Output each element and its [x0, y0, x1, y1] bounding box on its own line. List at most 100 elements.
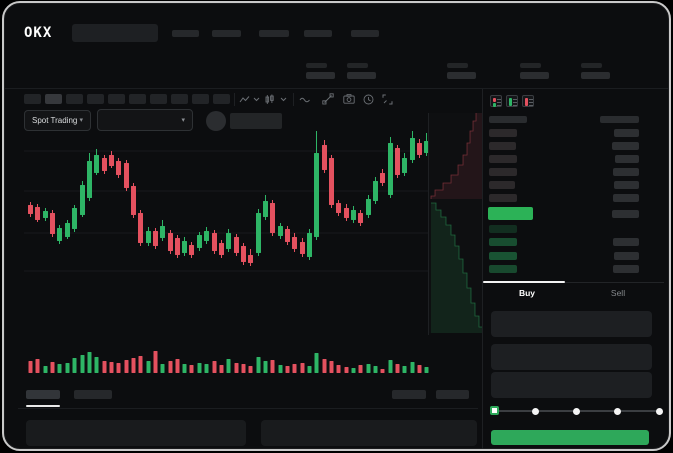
- ask-price-placeholder[interactable]: [489, 155, 517, 163]
- stat-value-placeholder: [520, 72, 549, 79]
- chart-type-chevron-icon[interactable]: [280, 97, 287, 102]
- timeframe-chip[interactable]: [66, 94, 83, 104]
- divider: [293, 93, 294, 106]
- orders-filter-chip[interactable]: [436, 390, 469, 399]
- sell-tab[interactable]: Sell: [610, 288, 626, 298]
- divider: [18, 408, 478, 409]
- nav-item[interactable]: [351, 30, 379, 37]
- bid-amount-placeholder: [614, 251, 639, 260]
- ask-price-placeholder[interactable]: [489, 168, 517, 176]
- market-type-label: Spot Trading: [32, 116, 78, 125]
- nav-item[interactable]: [212, 30, 241, 37]
- market-type-dropdown[interactable]: Spot Trading ▾: [24, 110, 91, 131]
- chart-type-icon[interactable]: [264, 94, 275, 105]
- timeframe-chip[interactable]: [150, 94, 167, 104]
- stat-value-placeholder: [347, 72, 376, 79]
- book-all-icon[interactable]: [490, 95, 502, 107]
- nav-item[interactable]: [172, 30, 199, 37]
- volume-chart: [28, 351, 429, 373]
- stat-value-placeholder: [306, 72, 335, 79]
- book-asks-icon[interactable]: [522, 95, 534, 107]
- bid-price-placeholder[interactable]: [489, 251, 517, 260]
- ask-price-placeholder[interactable]: [489, 142, 516, 150]
- divider: [482, 89, 483, 449]
- slider-step-dot[interactable]: [531, 407, 539, 415]
- nav-item[interactable]: [304, 30, 332, 37]
- timeframe-chip[interactable]: [24, 94, 41, 104]
- timeframe-chip[interactable]: [192, 94, 209, 104]
- bid-price-placeholder[interactable]: [489, 238, 517, 247]
- buy-tab[interactable]: Buy: [518, 288, 536, 298]
- measure-icon[interactable]: [322, 93, 334, 105]
- line-style-icon[interactable]: [239, 94, 250, 105]
- slider-handle-active[interactable]: [489, 405, 499, 415]
- ask-amount-placeholder: [612, 142, 639, 150]
- orders-tab[interactable]: [74, 390, 112, 399]
- amount-input[interactable]: [491, 344, 652, 370]
- candlestick-chart[interactable]: [24, 115, 429, 335]
- timeframe-chip[interactable]: [87, 94, 104, 104]
- okx-logo[interactable]: OKX: [24, 25, 53, 41]
- depth-chart[interactable]: [429, 113, 482, 333]
- price-input[interactable]: [491, 311, 652, 337]
- symbol-bar: Spot Trading ▾ ▾: [4, 55, 669, 131]
- stat-label-placeholder: [347, 63, 368, 68]
- orders-tab-active[interactable]: [26, 390, 60, 399]
- stat-label-placeholder: [581, 63, 602, 68]
- buy-submit-button[interactable]: [491, 430, 649, 445]
- stat-value-placeholder: [447, 72, 476, 79]
- pair-name-placeholder: [230, 113, 282, 129]
- chart-toolbar: [4, 90, 482, 114]
- ask-price-placeholder[interactable]: [489, 194, 517, 202]
- divider: [234, 93, 235, 106]
- history-clock-icon[interactable]: [363, 94, 374, 105]
- coin-avatar: [206, 111, 226, 131]
- nav-item[interactable]: [259, 30, 289, 37]
- ask-amount-placeholder: [615, 155, 639, 163]
- order-book-panel: Buy Sell: [482, 89, 664, 449]
- timeframe-chip[interactable]: [213, 94, 230, 104]
- last-price-badge[interactable]: [488, 207, 533, 220]
- bid-amount-placeholder: [613, 265, 639, 274]
- bid-price-placeholder[interactable]: [489, 265, 517, 274]
- stat-label-placeholder: [520, 63, 541, 68]
- chevron-down-icon: ▾: [181, 116, 185, 124]
- timeframe-chip[interactable]: [171, 94, 188, 104]
- ask-amount-placeholder: [614, 129, 639, 137]
- global-search-input[interactable]: [72, 24, 158, 42]
- divider: [4, 88, 669, 89]
- active-tab-underline: [26, 405, 60, 407]
- amount-slider[interactable]: [489, 403, 663, 419]
- divider: [482, 282, 664, 283]
- ask-amount-placeholder: [613, 168, 639, 176]
- timeframe-chip-active[interactable]: [45, 94, 62, 104]
- line-style-chevron-icon[interactable]: [253, 97, 260, 102]
- ask-amount-placeholder: [613, 194, 639, 202]
- pair-selector-dropdown[interactable]: ▾: [97, 109, 193, 131]
- stat-label-placeholder: [447, 63, 468, 68]
- slider-step-dot[interactable]: [655, 407, 663, 415]
- indicator-icon[interactable]: [299, 96, 312, 104]
- orders-section: [4, 387, 482, 449]
- camera-icon[interactable]: [343, 94, 355, 104]
- orders-panel: [261, 420, 477, 446]
- ask-price-placeholder[interactable]: [489, 181, 515, 189]
- fullscreen-icon[interactable]: [382, 94, 393, 105]
- top-navbar: OKX: [4, 3, 669, 51]
- divider: [428, 113, 429, 335]
- book-bids-icon[interactable]: [506, 95, 518, 107]
- timeframe-chip[interactable]: [129, 94, 146, 104]
- bid-price-placeholder[interactable]: [489, 225, 517, 233]
- ask-price-placeholder[interactable]: [489, 129, 517, 137]
- slider-step-dot[interactable]: [614, 407, 622, 415]
- bid-amount-placeholder: [613, 238, 639, 247]
- book-header-amount: [600, 116, 639, 123]
- orders-panel: [26, 420, 246, 446]
- slider-step-dot[interactable]: [573, 407, 580, 415]
- buy-tab-indicator: [483, 281, 565, 283]
- timeframe-chip[interactable]: [108, 94, 125, 104]
- orders-filter-chip[interactable]: [392, 390, 426, 399]
- total-input[interactable]: [491, 372, 652, 398]
